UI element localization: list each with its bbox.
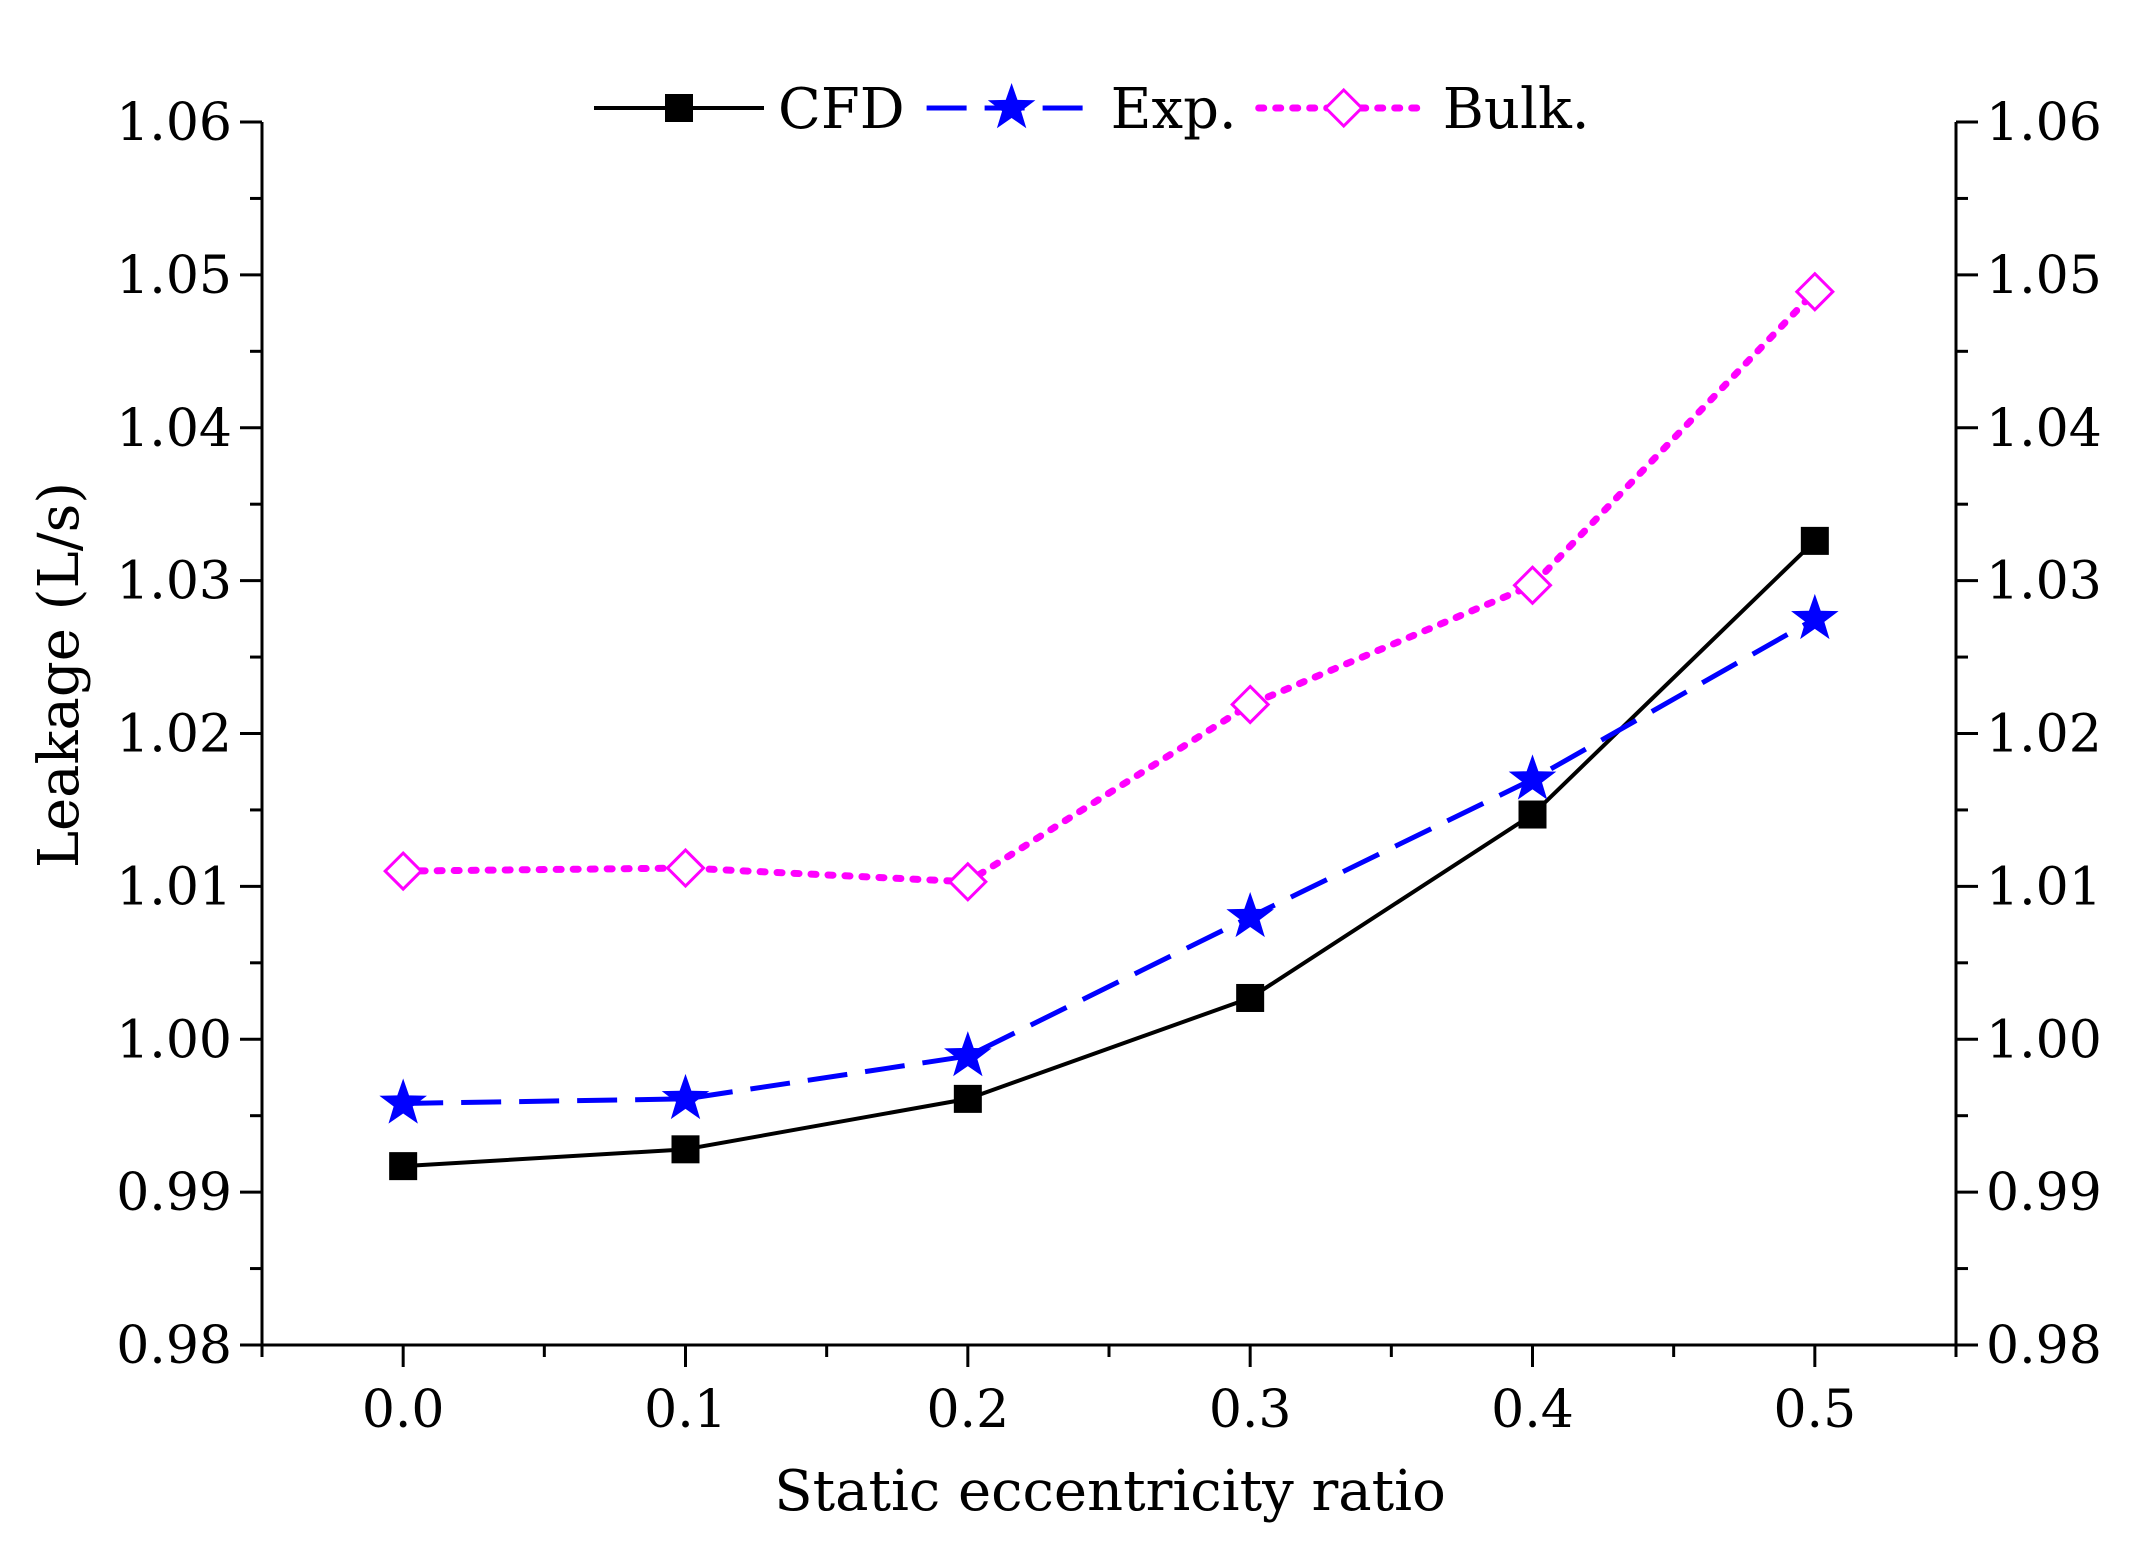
legend-label-0: CFD [778,77,905,142]
x-tick-label: 0.2 [926,1380,1009,1440]
axes: 0.98 0.98 0.99 0.99 1.00 1.00 1.01 1.01 1.02 1.02… [116,93,2102,1440]
data-point-1-4 [1508,754,1557,800]
x-tick-label: 0.3 [1209,1380,1292,1440]
data-point-0-1 [671,1135,700,1164]
data-point-1-3 [1226,891,1274,938]
legend-label-1: Exp. [1111,77,1237,142]
y-tick-label-right: 1.01 [1986,857,2102,917]
x-tick-label: 0.5 [1773,1380,1856,1440]
data-point-0-5 [1800,526,1829,555]
data-point-0-4 [1518,800,1547,829]
data-point-1-1 [661,1073,710,1120]
data-point-1-5 [1791,593,1839,640]
y-tick-label-left: 0.99 [116,1163,232,1223]
series-line-2 [399,288,1819,886]
data-point-2-2 [947,861,988,902]
x-tick-label: 0.4 [1491,1380,1574,1440]
data-point-2-0 [383,850,424,892]
y-tick-label-right: 1.00 [1986,1010,2102,1070]
plot-area [379,271,1839,1181]
x-tick-label: 0.0 [362,1380,445,1440]
legend-marker-1 [987,83,1036,129]
y-tick-label-left: 1.01 [116,857,232,917]
data-point-0-0 [389,1152,418,1181]
y-tick-label-right: 1.04 [1986,399,2102,459]
data-point-1-2 [944,1031,992,1077]
y-tick-label-left: 1.00 [116,1010,232,1070]
data-point-0-3 [1236,983,1265,1012]
y-tick-label-left: 1.04 [116,399,232,459]
y-tick-label-right: 1.02 [1986,705,2102,765]
y-tick-label-right: 0.98 [1986,1316,2102,1376]
y-tick-label-left: 0.98 [116,1316,232,1376]
legend-marker-0 [665,94,693,122]
series-line-0 [403,539,1817,1169]
y-tick-label-right: 1.03 [1986,552,2102,612]
y-tick-label-left: 1.06 [116,93,232,153]
data-point-1-0 [379,1078,427,1124]
y-tick-label-right: 1.06 [1986,93,2102,153]
data-point-2-1 [665,847,706,889]
y-tick-label-right: 0.99 [1986,1163,2102,1223]
data-point-0-2 [953,1084,982,1113]
legend-label-2: Bulk. [1443,77,1590,142]
series-line-1 [403,616,1817,1106]
data-point-2-3 [1230,684,1271,725]
y-axis-title: Leakage (L/s) [27,482,92,868]
data-point-2-4 [1512,565,1553,606]
y-tick-label-left: 1.02 [116,705,232,765]
y-tick-label-left: 1.03 [116,552,232,612]
legend-marker-2 [1323,87,1364,129]
x-axis-title: Static eccentricity ratio [774,1459,1446,1524]
legend: CFD Exp. Bulk. [594,77,1590,142]
y-tick-label-left: 1.05 [116,246,232,306]
x-tick-label: 0.1 [644,1380,727,1440]
data-point-2-5 [1794,271,1835,312]
y-tick-label-right: 1.05 [1986,246,2102,306]
